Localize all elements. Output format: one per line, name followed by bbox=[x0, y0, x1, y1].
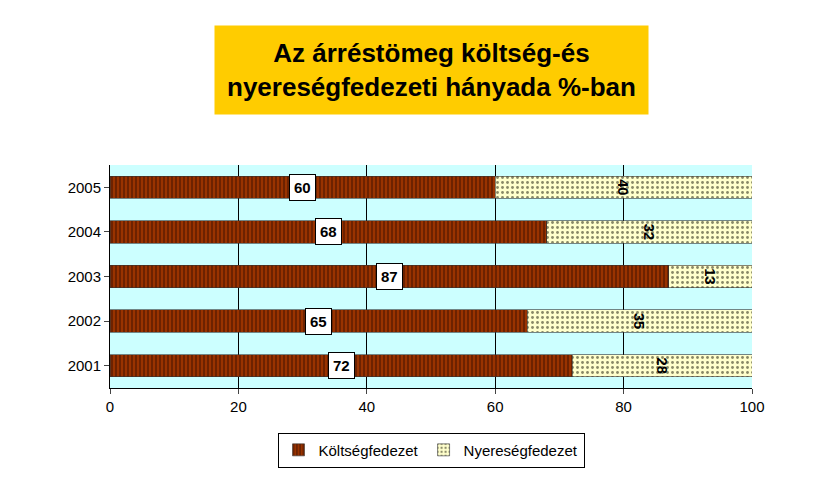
svg-text:2003: 2003 bbox=[68, 268, 101, 285]
svg-text:40: 40 bbox=[358, 398, 375, 415]
svg-text:28: 28 bbox=[654, 358, 670, 374]
svg-text:Költségfedezet: Költségfedezet bbox=[319, 442, 419, 459]
svg-text:2004: 2004 bbox=[68, 223, 101, 240]
svg-text:Az árréstömeg költség-ésnyeres: Az árréstömeg költség-ésnyereségfedezeti… bbox=[227, 38, 636, 102]
svg-text:0: 0 bbox=[106, 398, 114, 415]
svg-text:80: 80 bbox=[615, 398, 632, 415]
svg-text:35: 35 bbox=[631, 313, 647, 329]
svg-text:60: 60 bbox=[294, 179, 311, 196]
svg-text:40: 40 bbox=[615, 179, 631, 195]
svg-text:2005: 2005 bbox=[68, 179, 101, 196]
svg-text:32: 32 bbox=[641, 224, 657, 240]
svg-text:20: 20 bbox=[230, 398, 247, 415]
svg-text:68: 68 bbox=[320, 223, 337, 240]
svg-text:13: 13 bbox=[702, 268, 718, 284]
svg-text:100: 100 bbox=[739, 398, 764, 415]
svg-text:72: 72 bbox=[333, 357, 350, 374]
svg-text:87: 87 bbox=[381, 268, 398, 285]
svg-text:60: 60 bbox=[487, 398, 504, 415]
svg-text:65: 65 bbox=[310, 313, 327, 330]
svg-text:Nyereségfedezet: Nyereségfedezet bbox=[464, 442, 578, 459]
svg-text:2002: 2002 bbox=[68, 312, 101, 329]
svg-text:2001: 2001 bbox=[68, 357, 101, 374]
